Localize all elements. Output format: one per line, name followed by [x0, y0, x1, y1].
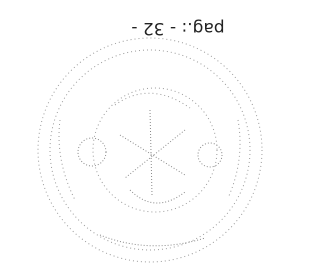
- page: {"page": {"text": "pag.: - 32 -"}} html,…: [0, 0, 320, 264]
- scan: pag.: - 32 -: [0, 0, 282, 264]
- body: pag.: - 32 - (() => { const data = JSON.…: [0, 0, 282, 264]
- page-number: pag.: - 32 -: [131, 18, 224, 38]
